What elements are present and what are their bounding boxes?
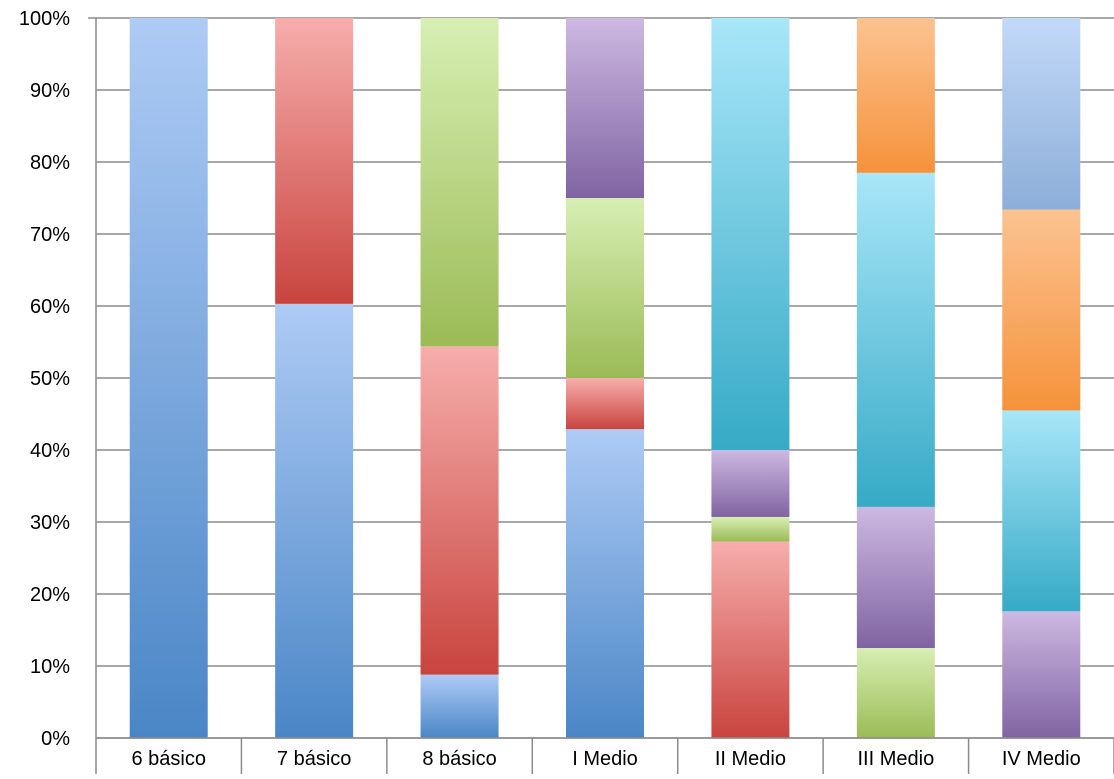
bar-segment [1002,209,1081,411]
bar-segment [275,18,354,304]
bar-segment [129,18,208,738]
y-tick-label: 20% [30,584,70,606]
bar-segment [1002,410,1081,612]
y-tick-label: 100% [19,8,70,30]
x-tick-label: 7 básico [277,748,352,770]
x-tick-label: 8 básico [422,748,497,770]
bar-segment [711,541,790,738]
bar-segment [856,648,935,738]
bar-segment [420,346,499,675]
y-tick-label: 50% [30,368,70,390]
bar-segment [420,674,499,738]
axes [88,17,1114,774]
bar-segment [711,18,790,450]
x-tick-label: II Medio [715,748,786,770]
bars [129,18,1081,738]
y-tick-label: 90% [30,80,70,102]
bar-segment [275,303,354,738]
x-tick-labels: 6 básico 7 básico 8 básico I Medio II Medio I… [131,748,1080,770]
y-tick-label: 70% [30,224,70,246]
bar-segment [566,198,644,378]
bar-segment [566,378,644,430]
y-tick-label: 80% [30,152,70,174]
y-tick-labels: 0% 10% 20% 30% 40% 50% 60% 70% 80% 90% 100% [19,8,70,750]
y-tick-label: 0% [41,728,70,750]
bar-segment [856,18,935,173]
bar-segment [856,506,935,648]
x-tick-label: III Medio [858,748,935,770]
y-tick-label: 30% [30,512,70,534]
bar-segment [1002,611,1081,738]
x-tick-label: 6 básico [131,748,206,770]
bar-segment [711,450,790,517]
y-tick-label: 60% [30,296,70,318]
bar-segment [856,172,935,507]
bar-segment [566,18,644,198]
bar-segment [566,429,644,738]
x-tick-label: I Medio [572,748,638,770]
y-tick-label: 10% [30,656,70,678]
bar-segment [420,18,499,347]
bar-segment [711,516,790,542]
y-tick-label: 40% [30,440,70,462]
x-tick-label: IV Medio [1002,748,1081,770]
bar-segment [1002,18,1081,210]
